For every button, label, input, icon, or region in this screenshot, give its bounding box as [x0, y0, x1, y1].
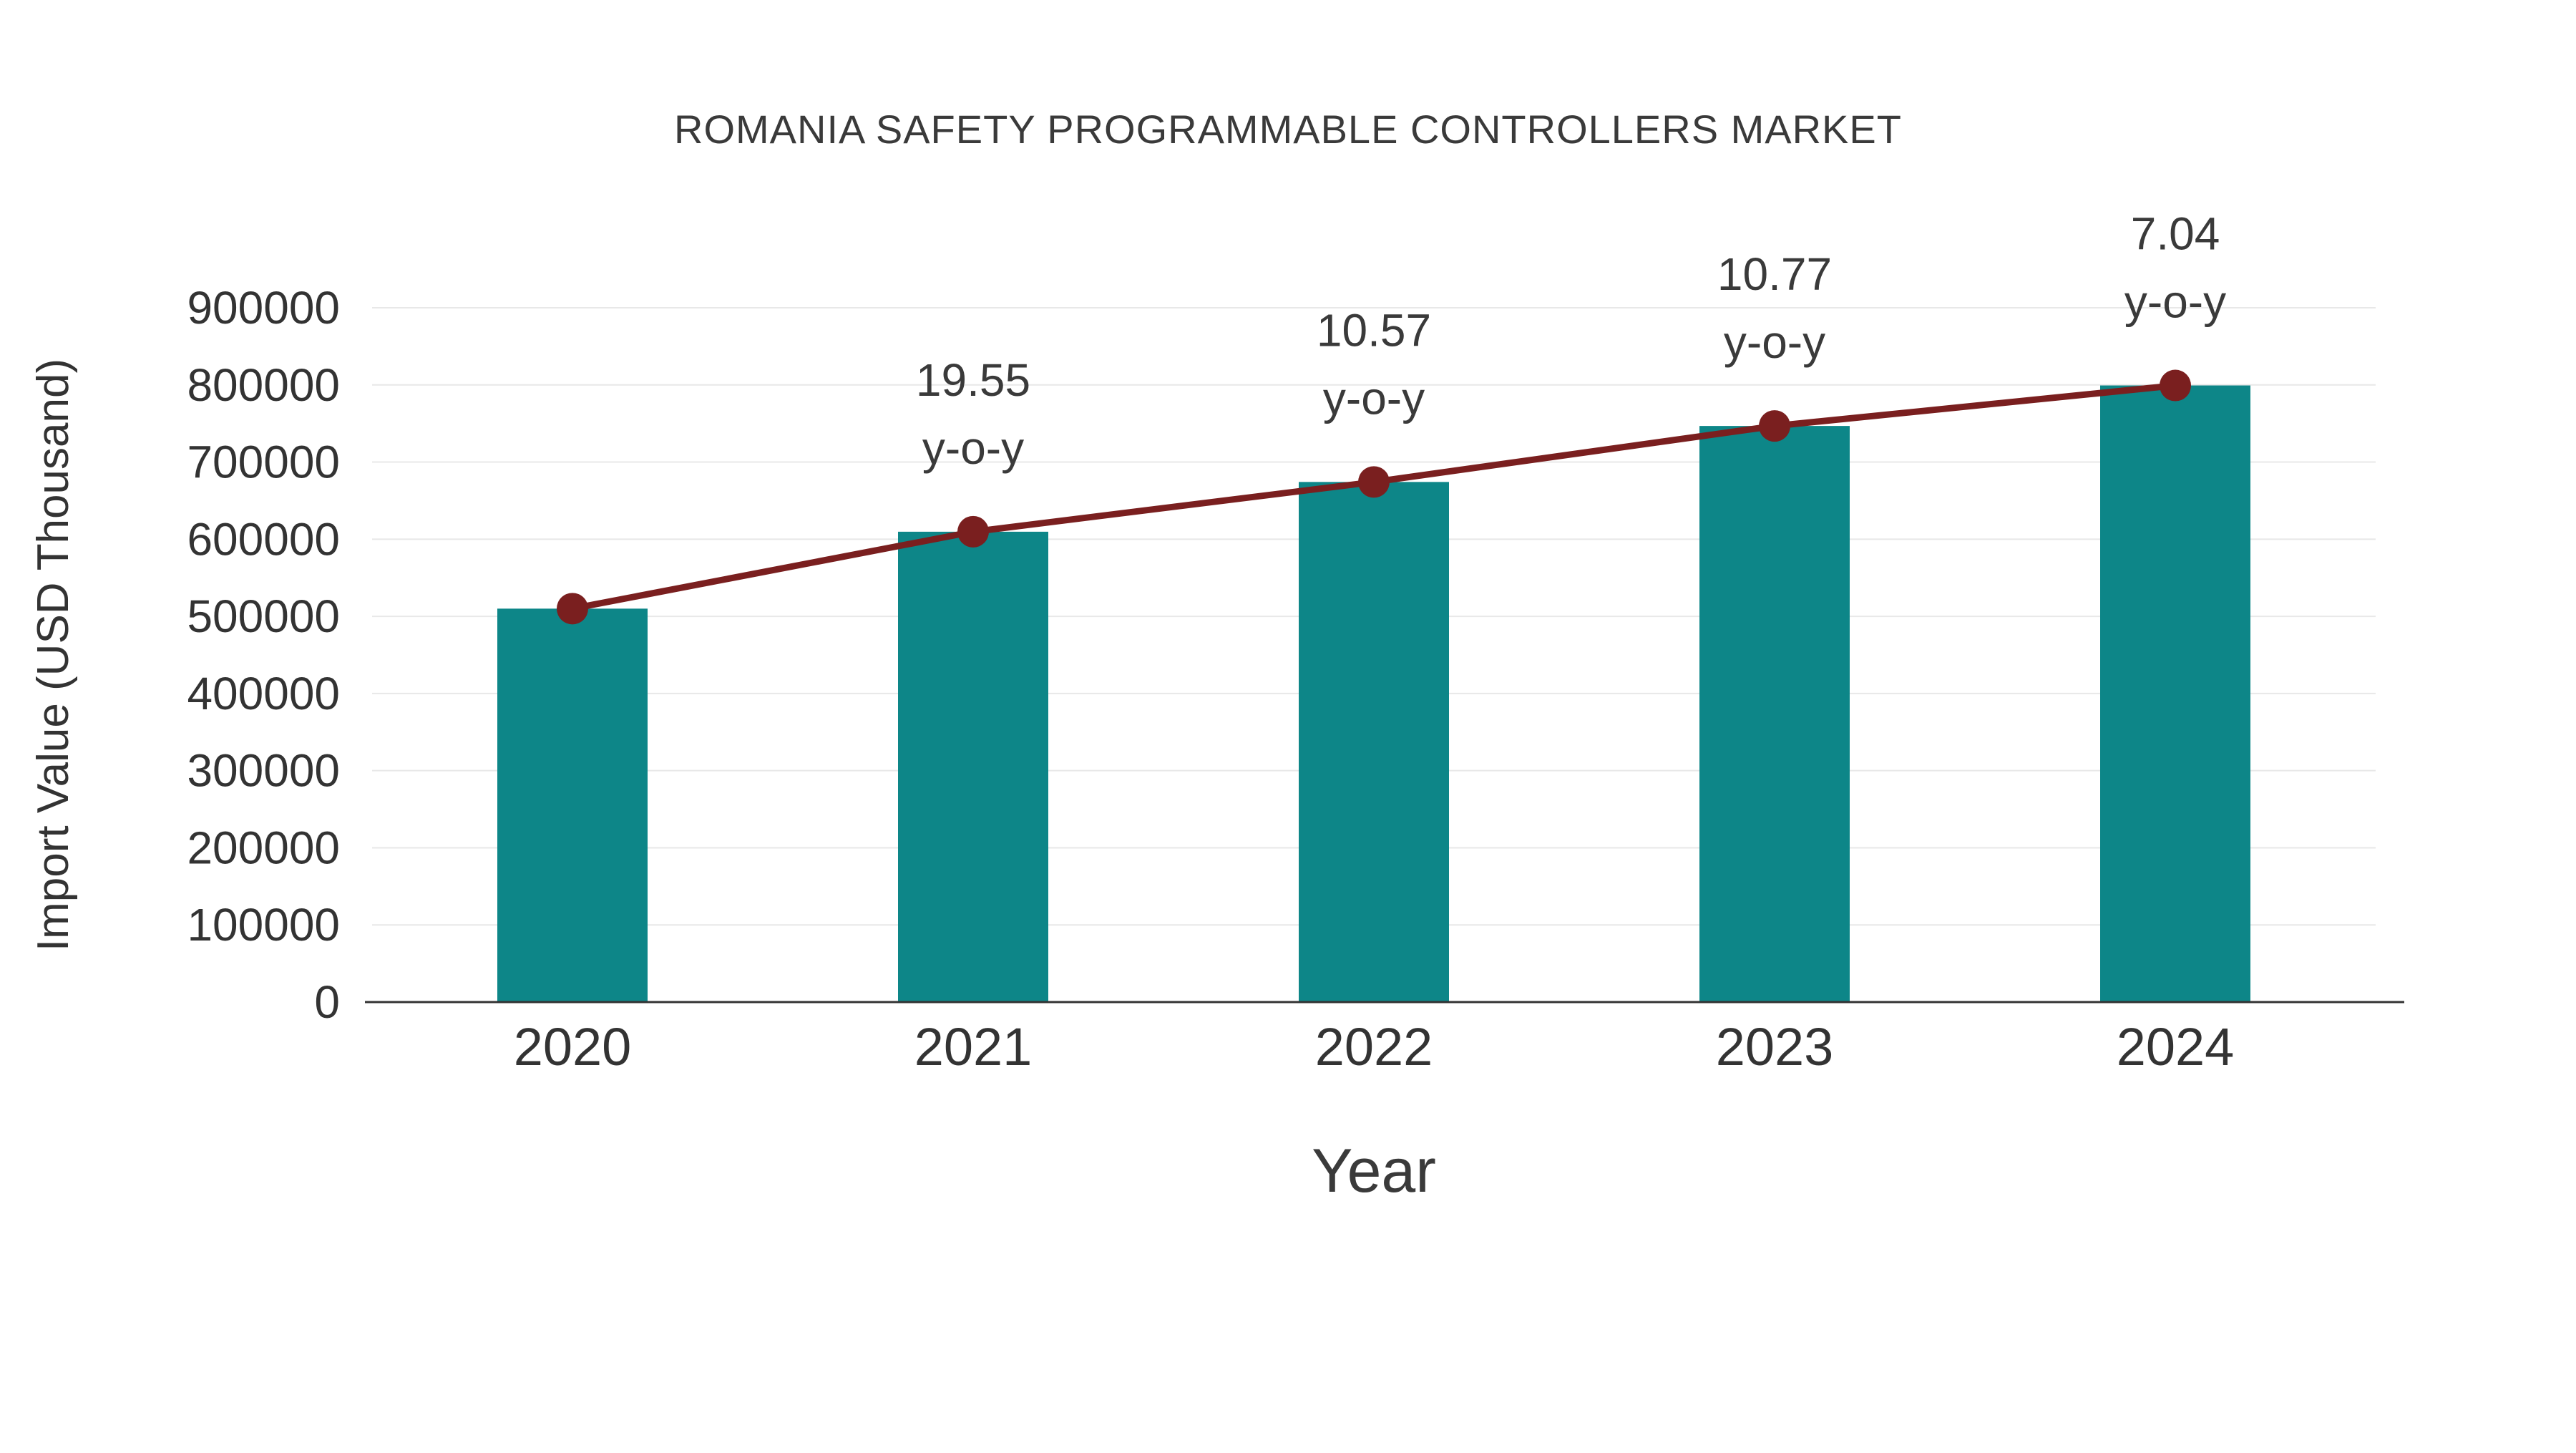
annotation-suffix: y-o-y — [1724, 316, 1825, 368]
trend-marker — [557, 593, 588, 625]
annotation-value: 7.04 — [2131, 208, 2220, 260]
x-tick-label: 2020 — [514, 1017, 632, 1077]
y-tick-label: 500000 — [187, 591, 340, 642]
bar — [497, 608, 648, 1002]
annotation-suffix: y-o-y — [1323, 372, 1425, 424]
bar — [1699, 426, 1850, 1002]
y-tick-label: 400000 — [187, 668, 340, 719]
y-axis-title: Import Value (USD Thousand) — [29, 359, 78, 951]
trend-marker — [1358, 466, 1390, 498]
annotation-value: 19.55 — [916, 354, 1030, 406]
bar — [2100, 385, 2250, 1002]
annotation-suffix: y-o-y — [922, 422, 1024, 474]
x-tick-label: 2024 — [2117, 1017, 2235, 1077]
y-tick-label: 100000 — [187, 899, 340, 951]
plot-area: 0 100000 200000 300000 400000 500000 600000 700… — [187, 208, 2404, 1077]
y-tick-label: 800000 — [187, 359, 340, 411]
bar — [1299, 482, 1449, 1002]
y-tick-label: 0 — [314, 976, 340, 1028]
chart-title: ROMANIA SAFETY PROGRAMMABLE CONTROLLERS … — [674, 107, 1902, 152]
y-tick-label: 700000 — [187, 437, 340, 488]
x-tick-label: 2022 — [1315, 1017, 1433, 1077]
x-tick-label: 2021 — [914, 1017, 1033, 1077]
trend-marker — [957, 515, 989, 548]
x-tick-label: 2023 — [1716, 1017, 1834, 1077]
annotation-value: 10.57 — [1317, 304, 1431, 356]
trend-marker — [2160, 369, 2191, 402]
y-tick-label: 900000 — [187, 282, 340, 334]
annotation-value: 10.77 — [1717, 248, 1832, 300]
y-tick-label: 600000 — [187, 513, 340, 565]
y-tick-label: 200000 — [187, 822, 340, 873]
trend-marker — [1759, 410, 1790, 442]
x-axis-title: Year — [1312, 1137, 1436, 1205]
annotation-suffix: y-o-y — [2124, 276, 2226, 328]
bar — [898, 531, 1048, 1002]
y-tick-label: 300000 — [187, 745, 340, 797]
